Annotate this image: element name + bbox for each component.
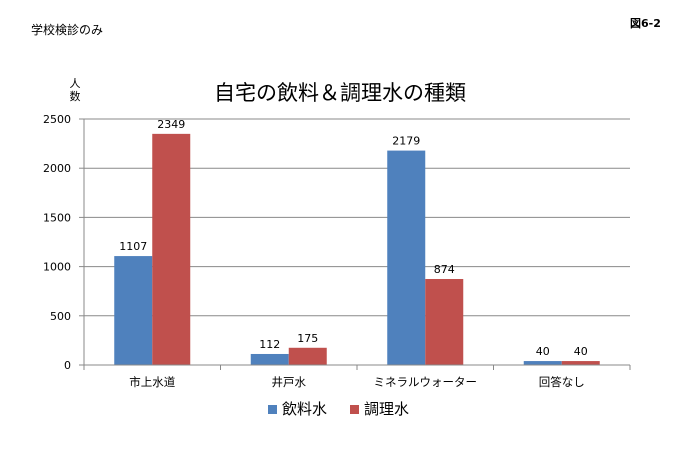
x-category-label: 井戸水	[272, 375, 307, 389]
y-tick-label: 2000	[43, 162, 71, 175]
bar	[288, 347, 327, 365]
x-category-label: 回答なし	[539, 375, 585, 389]
data-label: 2179	[392, 135, 420, 148]
bar	[387, 150, 426, 365]
bars	[114, 133, 600, 365]
chart-title: 自宅の飲料＆調理水の種類	[214, 81, 466, 105]
y-tick-label: 2500	[43, 113, 71, 126]
bar	[250, 353, 289, 365]
bar	[152, 133, 191, 365]
axes: 0 500 1000 1500 2000 2500 市上水道 井戸水 ミネラルウォーター 回答なし	[43, 113, 631, 389]
legend-label: 調理水	[364, 400, 409, 418]
y-axis-label-char: 人	[69, 77, 81, 90]
data-label: 874	[434, 263, 455, 276]
y-tick-label: 1500	[43, 211, 71, 224]
legend-label: 飲料水	[282, 400, 327, 418]
data-labels: 1107 2349 112 175 2179 874 40 40	[119, 118, 588, 358]
y-tick-label: 0	[64, 359, 71, 372]
bar	[523, 361, 562, 365]
data-label: 175	[297, 332, 318, 345]
x-category-label: 市上水道	[129, 375, 175, 389]
x-category-label: ミネラルウォーター	[374, 375, 478, 389]
data-label: 2349	[157, 118, 185, 131]
bar	[425, 278, 464, 365]
data-label: 112	[259, 338, 280, 351]
data-label: 1107	[119, 240, 147, 253]
data-label: 40	[536, 345, 550, 358]
top-left-label: 学校検診のみ	[31, 23, 104, 37]
data-label: 40	[574, 345, 588, 358]
y-axis-label: 人 数	[65, 77, 85, 103]
bar	[561, 361, 600, 365]
figure-label: 図6-2	[630, 17, 661, 30]
legend-swatch	[268, 405, 277, 414]
legend-swatch	[350, 405, 359, 414]
y-axis-label-char: 数	[69, 90, 81, 103]
y-tick-label: 1000	[43, 261, 71, 274]
legend: 飲料水 調理水	[268, 400, 409, 418]
y-tick-label: 500	[50, 310, 71, 323]
bar	[114, 256, 153, 365]
